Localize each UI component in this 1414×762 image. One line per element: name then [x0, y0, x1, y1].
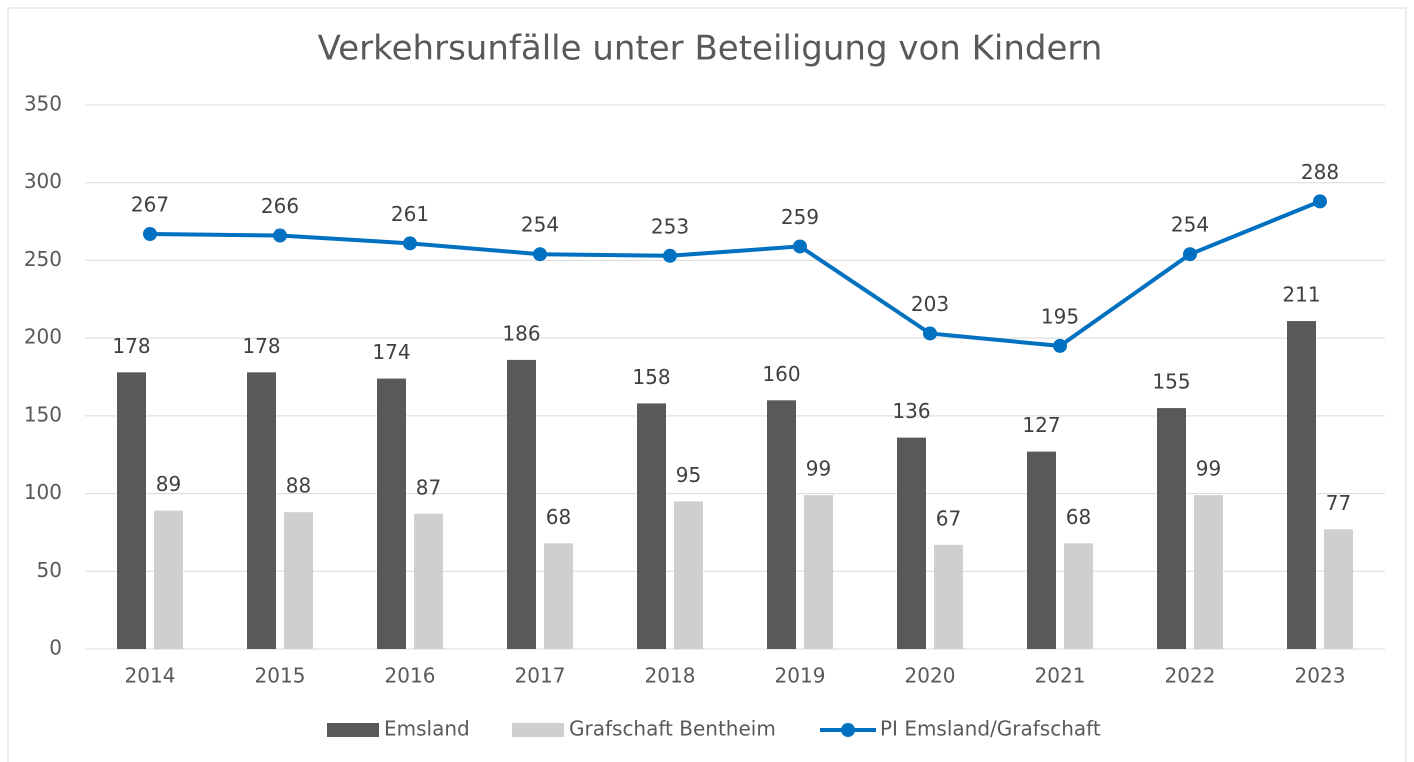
legend-swatch — [841, 723, 855, 737]
x-tick-label: 2022 — [1165, 664, 1216, 688]
y-tick-label: 100 — [24, 480, 62, 504]
bar — [544, 543, 573, 649]
data-label: 186 — [502, 321, 540, 345]
legend-swatch — [512, 723, 564, 737]
x-tick-label: 2016 — [385, 664, 436, 688]
data-label: 178 — [242, 334, 280, 358]
y-tick-label: 250 — [24, 247, 62, 271]
data-label: 261 — [391, 202, 429, 226]
data-label: 67 — [936, 506, 961, 530]
data-label: 211 — [1282, 283, 1320, 307]
bar — [1194, 495, 1223, 649]
data-label: 87 — [416, 475, 441, 499]
legend-swatch — [327, 723, 379, 737]
data-label: 203 — [911, 292, 949, 316]
y-tick-label: 50 — [37, 558, 62, 582]
data-label: 158 — [632, 365, 670, 389]
x-tick-label: 2017 — [515, 664, 566, 688]
data-label: 266 — [261, 194, 299, 218]
bar — [897, 437, 926, 649]
bar — [767, 400, 796, 649]
bar — [377, 378, 406, 649]
data-label: 99 — [1196, 457, 1221, 481]
data-label: 254 — [1171, 213, 1209, 237]
data-label: 68 — [1066, 505, 1091, 529]
data-label: 68 — [546, 505, 571, 529]
y-tick-label: 0 — [49, 636, 62, 660]
x-tick-label: 2021 — [1035, 664, 1086, 688]
bar — [507, 359, 536, 649]
point — [663, 248, 677, 263]
legend-label: Emsland — [384, 717, 470, 741]
bar — [934, 544, 963, 649]
data-label: 136 — [892, 399, 930, 423]
bar — [1064, 543, 1093, 649]
data-label: 254 — [521, 213, 559, 237]
data-label: 160 — [762, 362, 800, 386]
data-label: 155 — [1152, 370, 1190, 394]
x-tick-label: 2020 — [905, 664, 956, 688]
data-label: 267 — [131, 193, 169, 217]
point — [273, 228, 287, 243]
legend-label: PI Emsland/Grafschaft — [880, 717, 1101, 741]
data-label: 88 — [286, 474, 311, 498]
data-label: 174 — [372, 340, 410, 364]
y-tick-label: 200 — [24, 325, 62, 349]
point — [923, 326, 937, 341]
bar — [1027, 451, 1056, 649]
data-label: 178 — [112, 334, 150, 358]
y-tick-label: 350 — [24, 92, 62, 116]
chart-title: Verkehrsunfälle unter Beteiligung von Ki… — [318, 29, 1103, 69]
data-label: 127 — [1022, 413, 1060, 437]
x-tick-label: 2023 — [1295, 664, 1346, 688]
point — [533, 247, 547, 262]
bar — [674, 501, 703, 649]
x-tick-label: 2014 — [125, 664, 176, 688]
point — [403, 236, 417, 251]
data-label: 95 — [676, 463, 701, 487]
point — [1183, 247, 1197, 262]
bar — [1324, 529, 1353, 649]
bar — [1287, 321, 1316, 649]
bar — [1157, 408, 1186, 649]
data-label: 89 — [156, 472, 181, 496]
bar — [117, 372, 146, 649]
bar — [284, 512, 313, 649]
bar — [247, 372, 276, 649]
data-label: 288 — [1301, 160, 1339, 184]
y-tick-label: 300 — [24, 169, 62, 193]
x-tick-label: 2018 — [645, 664, 696, 688]
bar — [414, 513, 443, 649]
point — [143, 227, 157, 242]
point — [793, 239, 807, 254]
bar — [154, 510, 183, 649]
line — [149, 199, 1321, 348]
x-tick-label: 2015 — [255, 664, 306, 688]
bar — [804, 495, 833, 649]
bar — [637, 403, 666, 649]
legend-label: Grafschaft Bentheim — [569, 717, 776, 741]
point — [1053, 338, 1067, 353]
data-label: 99 — [806, 457, 831, 481]
data-label: 195 — [1041, 304, 1079, 328]
x-tick-label: 2019 — [775, 664, 826, 688]
data-label: 259 — [781, 205, 819, 229]
point — [1313, 194, 1327, 209]
data-label: 77 — [1326, 491, 1351, 515]
y-tick-label: 150 — [24, 402, 62, 426]
data-label: 253 — [651, 214, 689, 238]
